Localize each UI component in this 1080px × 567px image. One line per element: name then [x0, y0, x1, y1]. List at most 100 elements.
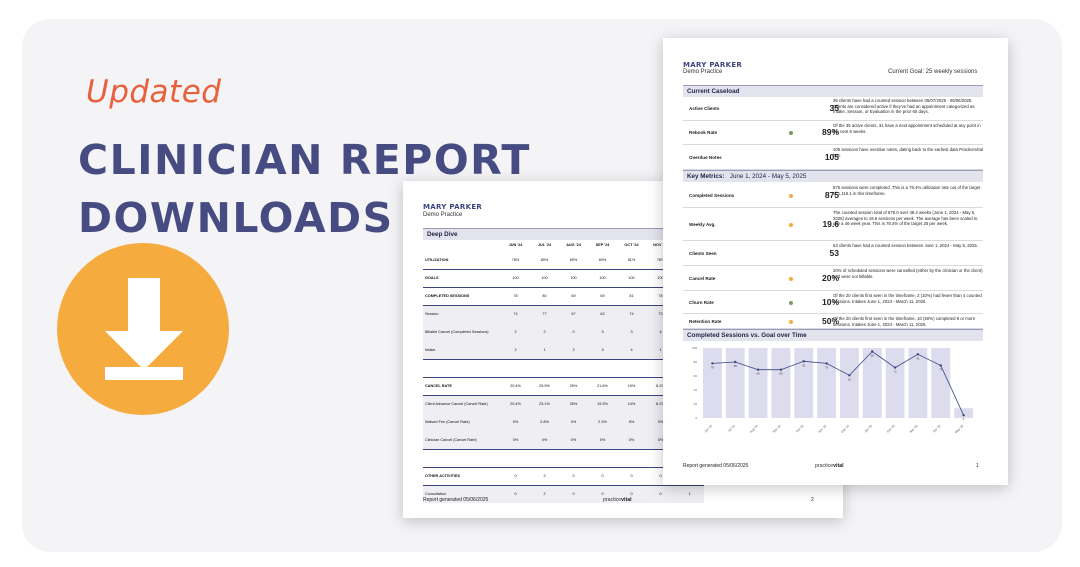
- status-dot: [789, 320, 793, 324]
- x-tick-label: May '25: [954, 424, 964, 434]
- table-cell: 21.6%: [588, 377, 617, 396]
- metric-description: Of the 35 active clients, 31 have a next…: [833, 123, 981, 134]
- metric-description: 35 clients have had a counted session be…: [833, 98, 975, 115]
- section-deep-dive: Deep Dive: [423, 228, 685, 240]
- metric-description: 20% of scheduled sessions were cancelled…: [833, 268, 983, 279]
- table-cell: 2: [501, 341, 530, 360]
- goal-bar: [931, 348, 951, 418]
- table-cell: 0%: [559, 431, 588, 450]
- metric-label: Retention Rate: [689, 319, 722, 324]
- practice-name: Demo Practice: [423, 212, 463, 218]
- data-label: 95: [871, 354, 875, 358]
- table-cell: 100: [559, 269, 588, 288]
- table-cell: 69%: [588, 251, 617, 270]
- x-tick-label: Nov '24: [817, 424, 827, 434]
- data-label: 91: [916, 356, 920, 360]
- goal-bar: [748, 348, 768, 418]
- table-cell: [617, 359, 646, 378]
- table-cell: 25%: [559, 395, 588, 413]
- table-cell: 1: [530, 341, 559, 360]
- table-cell: 81: [617, 287, 646, 306]
- completed-sessions-point: [848, 374, 851, 377]
- data-label: 75: [939, 368, 943, 372]
- logo-text-a: practice: [815, 463, 834, 469]
- status-dot: [789, 131, 793, 135]
- goal-bar: [794, 348, 814, 418]
- practicevital-logo: practicevital: [815, 463, 844, 469]
- deep-dive-table: JUN '24 JUL '24 AUG '24 SEP '24 OCT '24 NOV '…: [423, 239, 704, 503]
- data-label: 81: [802, 363, 806, 367]
- completed-sessions-point: [825, 362, 828, 365]
- metric-label: Weekly Avg.: [689, 222, 716, 227]
- page-number: 1: [976, 463, 979, 469]
- metric-value: 35: [829, 103, 839, 113]
- completed-sessions-point: [734, 360, 737, 364]
- table-cell: [530, 449, 559, 468]
- x-tick-label: Jul '24: [727, 424, 736, 433]
- table-cell: 20.4%: [501, 377, 530, 396]
- table-cell: 78%: [501, 251, 530, 270]
- data-label: 72: [894, 370, 898, 374]
- metric-value: 50%: [821, 316, 839, 326]
- table-cell: 69: [588, 287, 617, 306]
- table-cell: 67: [559, 305, 588, 323]
- data-label: 80: [734, 364, 738, 368]
- goal-bar: [954, 408, 973, 418]
- headline-line-2: DOWNLOADS: [78, 194, 394, 242]
- table-cell: 19.3%: [588, 395, 617, 413]
- metric-value: 875: [824, 190, 839, 200]
- table-cell: 100: [530, 269, 559, 288]
- table-cell: 25.9%: [530, 377, 559, 396]
- metric-label: Completed Sessions: [689, 193, 735, 198]
- y-tick-label: 0: [695, 416, 697, 420]
- metric-value: 10%: [821, 297, 839, 307]
- row-label: COMPLETED SESSIONS: [423, 287, 501, 306]
- table-cell: 20.4%: [501, 395, 530, 413]
- completed-sessions-point: [711, 362, 714, 365]
- logo-text-b: vital: [833, 463, 844, 469]
- data-label: 69: [757, 372, 761, 376]
- metric-description: Of the 20 clients first seen in the time…: [833, 316, 976, 327]
- goal-bar: [817, 348, 836, 418]
- goal-bar: [908, 348, 928, 418]
- table-cell: 0: [559, 467, 588, 486]
- y-tick-label: 20: [694, 402, 698, 406]
- table-cell: [559, 359, 588, 378]
- column-header: SEP '24: [595, 243, 610, 247]
- table-cell: 14%: [617, 395, 646, 413]
- metric-description: 105 sessions have overdue notes, dating …: [833, 147, 983, 158]
- x-tick-label: Dec '24: [840, 424, 850, 434]
- metric-row: Rebook Rate 89% Of the 35 active clients, …: [683, 121, 983, 145]
- table-cell: 69: [559, 287, 588, 306]
- table-row: Intake2123413: [423, 341, 704, 360]
- table-cell: [501, 359, 530, 378]
- status-dot: [789, 194, 793, 198]
- metric-row: Retention Rate 50% Of the 20 clients first…: [683, 314, 983, 329]
- table-row: [423, 449, 704, 468]
- table-cell: 100: [617, 269, 646, 288]
- goal-bar: [862, 348, 882, 418]
- download-arrow-icon[interactable]: [57, 243, 229, 415]
- table-cell: 2: [530, 485, 559, 503]
- table-cell: [588, 449, 617, 468]
- status-dot: [789, 301, 793, 305]
- metric-label: Overdue Notes: [689, 155, 722, 160]
- y-tick-label: 60: [694, 374, 698, 378]
- table-cell: 0: [617, 467, 646, 486]
- row-label: CANCEL RATE: [423, 377, 501, 396]
- completed-sessions-point: [893, 366, 897, 369]
- report-page-1[interactable]: MARY PARKER Demo Practice Current Goal: …: [663, 38, 1008, 485]
- column-header: NOV '24: [653, 243, 668, 247]
- x-tick-label: Jun '24: [704, 424, 714, 434]
- x-tick-label: Oct '24: [795, 424, 805, 434]
- practicevital-logo: practicevital: [603, 497, 632, 503]
- metric-value: 89%: [821, 127, 839, 137]
- key-metrics-title: Key Metrics:: [687, 173, 725, 180]
- data-label: 4: [963, 417, 965, 421]
- section-chart-title: Completed Sessions vs. Goal over Time: [683, 329, 983, 341]
- x-tick-label: Sep '24: [772, 424, 782, 434]
- table-row: CANCEL RATE20.4%25.9%25%21.6%19%8.2%10.3…: [423, 377, 704, 396]
- logo-text-b: vital: [621, 497, 632, 503]
- page-number: 2: [811, 497, 814, 503]
- table-cell: 0%: [617, 431, 646, 450]
